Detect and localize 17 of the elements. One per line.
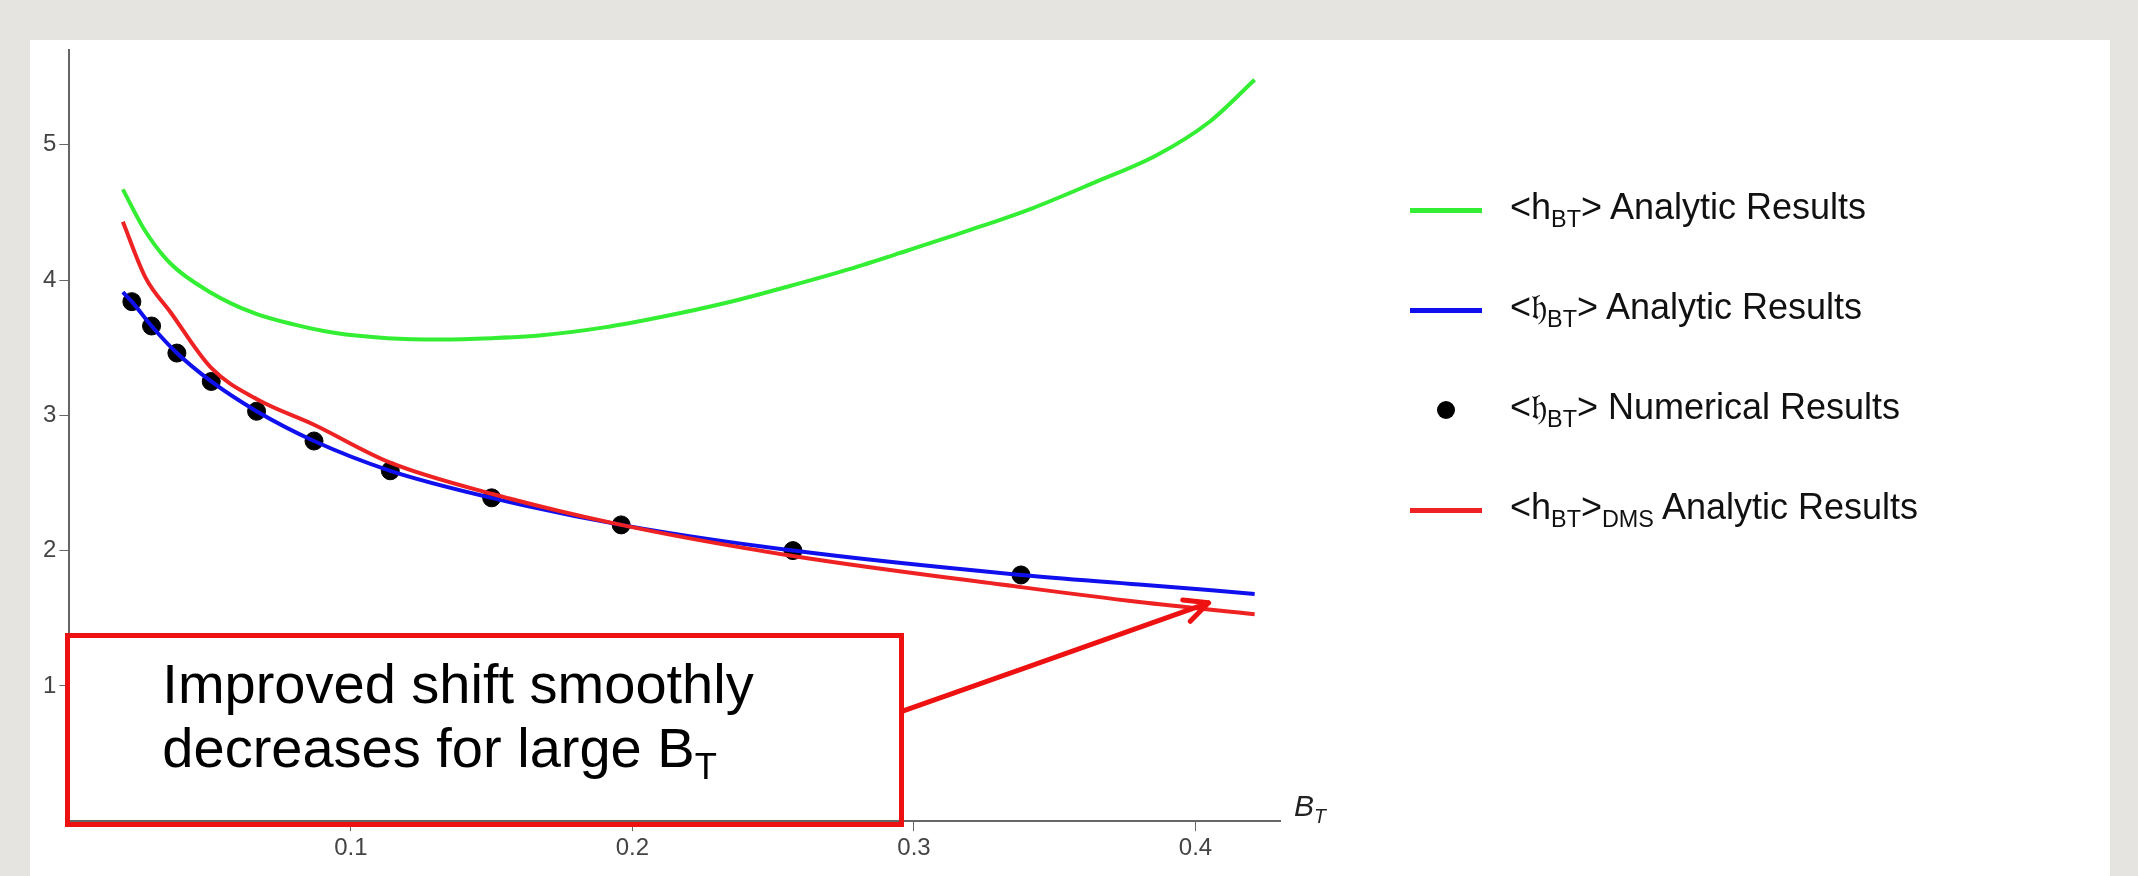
y-tick-label: 4 xyxy=(42,264,57,292)
x-tick-label: 0.2 xyxy=(615,833,650,861)
y-tick-label: 3 xyxy=(42,399,57,427)
x-axis-title: B$_{T}$ xyxy=(1294,789,1326,829)
y-tick-label: 2 xyxy=(42,535,57,563)
y-tick-label: 5 xyxy=(42,129,57,157)
legend-label: <𝔥$_{BT}$> Analytic Results xyxy=(1510,286,1863,334)
y-tick-label: 1 xyxy=(42,670,57,698)
x-tick-label: 0.3 xyxy=(897,833,931,861)
x-tick-label: 0.1 xyxy=(334,833,368,861)
legend-label: <h$_{BT}$> Analytic Results xyxy=(1510,186,1867,234)
x-tick-label: 0.4 xyxy=(1178,833,1213,861)
annotation: Improved shift smoothly decreases for large B$_{T}$ xyxy=(65,633,904,828)
line-series xyxy=(120,77,1257,342)
legend-label: <h$_{BT}$>$_{DMS}$ Analytic Results xyxy=(1510,486,1919,534)
legend-label: <𝔥$_{BT}$> Numerical Results xyxy=(1510,386,1901,434)
line-series xyxy=(120,219,1257,617)
